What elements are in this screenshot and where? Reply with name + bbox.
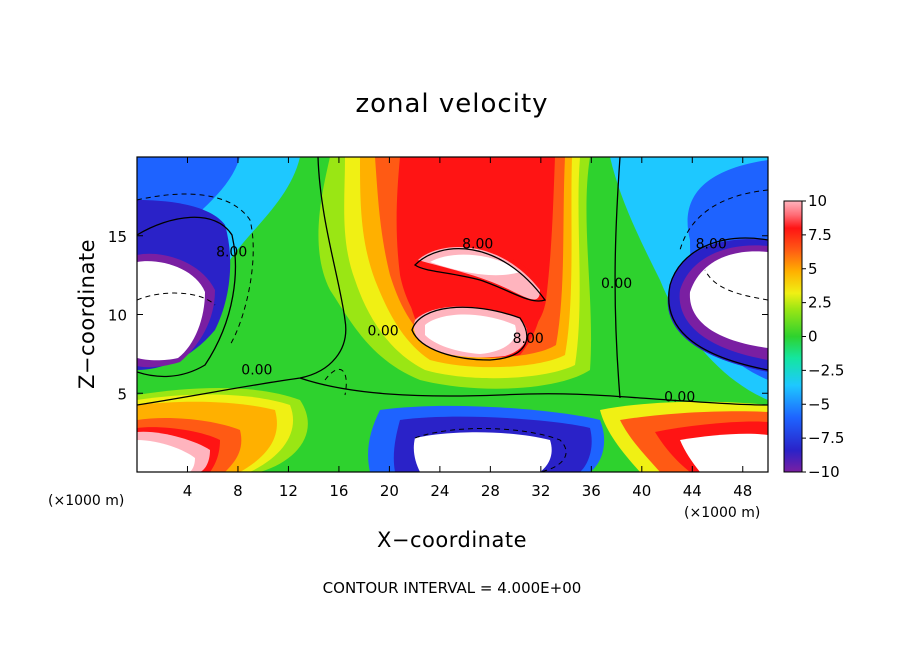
- colorbar-ticks: 10 7.5 5 2.5 0 −2.5 −5 −7.5 −10: [802, 192, 844, 481]
- x-tick-label: 48: [733, 482, 752, 500]
- colorbar-tick-label: −10: [808, 463, 840, 481]
- y-axis: 5 10 15: [108, 228, 768, 403]
- x-tick-label: 40: [632, 482, 651, 500]
- x-tick-label: 16: [329, 482, 348, 500]
- contour-label: 0.00: [664, 389, 695, 405]
- x-tick-label: 4: [183, 482, 193, 500]
- contour-label: 8.00: [462, 237, 493, 253]
- x-unit-right: (×1000 m): [684, 505, 760, 521]
- x-tick-label: 12: [279, 482, 298, 500]
- contour-label: 8.00: [513, 331, 544, 347]
- colorbar-tick-label: 10: [808, 192, 827, 210]
- x-tick-label: 36: [582, 482, 601, 500]
- x-axis: 4 8 12 16 20 24 28 32 36 40 44 48: [183, 157, 752, 500]
- contour-lines: [137, 157, 768, 406]
- contour-label: 0.00: [368, 323, 399, 339]
- colorbar-tick-label: −2.5: [808, 361, 844, 379]
- x-tick-label: 8: [233, 482, 243, 500]
- x-unit-left: (×1000 m): [48, 493, 124, 509]
- colorbar-tick-label: 0: [808, 328, 818, 346]
- contour-label: 0.00: [601, 276, 632, 292]
- colorbar-tick-label: 7.5: [808, 226, 832, 244]
- y-axis-label: Z−coordinate: [75, 239, 99, 389]
- velocity-field: [137, 157, 768, 472]
- x-tick-label: 20: [380, 482, 399, 500]
- negative-contours: [137, 189, 768, 472]
- contour-label: 0.00: [241, 363, 272, 379]
- colorbar-tick-label: −5: [808, 395, 830, 413]
- x-axis-label: X−coordinate: [377, 528, 527, 552]
- x-tick-label: 24: [430, 482, 449, 500]
- colorbar-tick-label: 2.5: [808, 294, 832, 312]
- contour-labels: 8.00 8.00 8.00 8.00 0.00 0.00 0.00 0.00: [216, 237, 727, 406]
- x-tick-label: 32: [531, 482, 550, 500]
- chart-title: zonal velocity: [355, 89, 548, 119]
- y-tick-label: 10: [108, 307, 127, 325]
- y-tick-label: 5: [117, 385, 127, 403]
- x-tick-label: 28: [481, 482, 500, 500]
- colorbar: [783, 200, 803, 473]
- colorbar-tick-label: 5: [808, 260, 818, 278]
- contour-label: 8.00: [696, 237, 727, 253]
- colorbar-tick-label: −7.5: [808, 429, 844, 447]
- y-tick-label: 15: [108, 228, 127, 246]
- contour-interval-note: CONTOUR INTERVAL = 4.000E+00: [323, 579, 582, 597]
- contour-label: 8.00: [216, 245, 247, 261]
- x-tick-label: 44: [683, 482, 702, 500]
